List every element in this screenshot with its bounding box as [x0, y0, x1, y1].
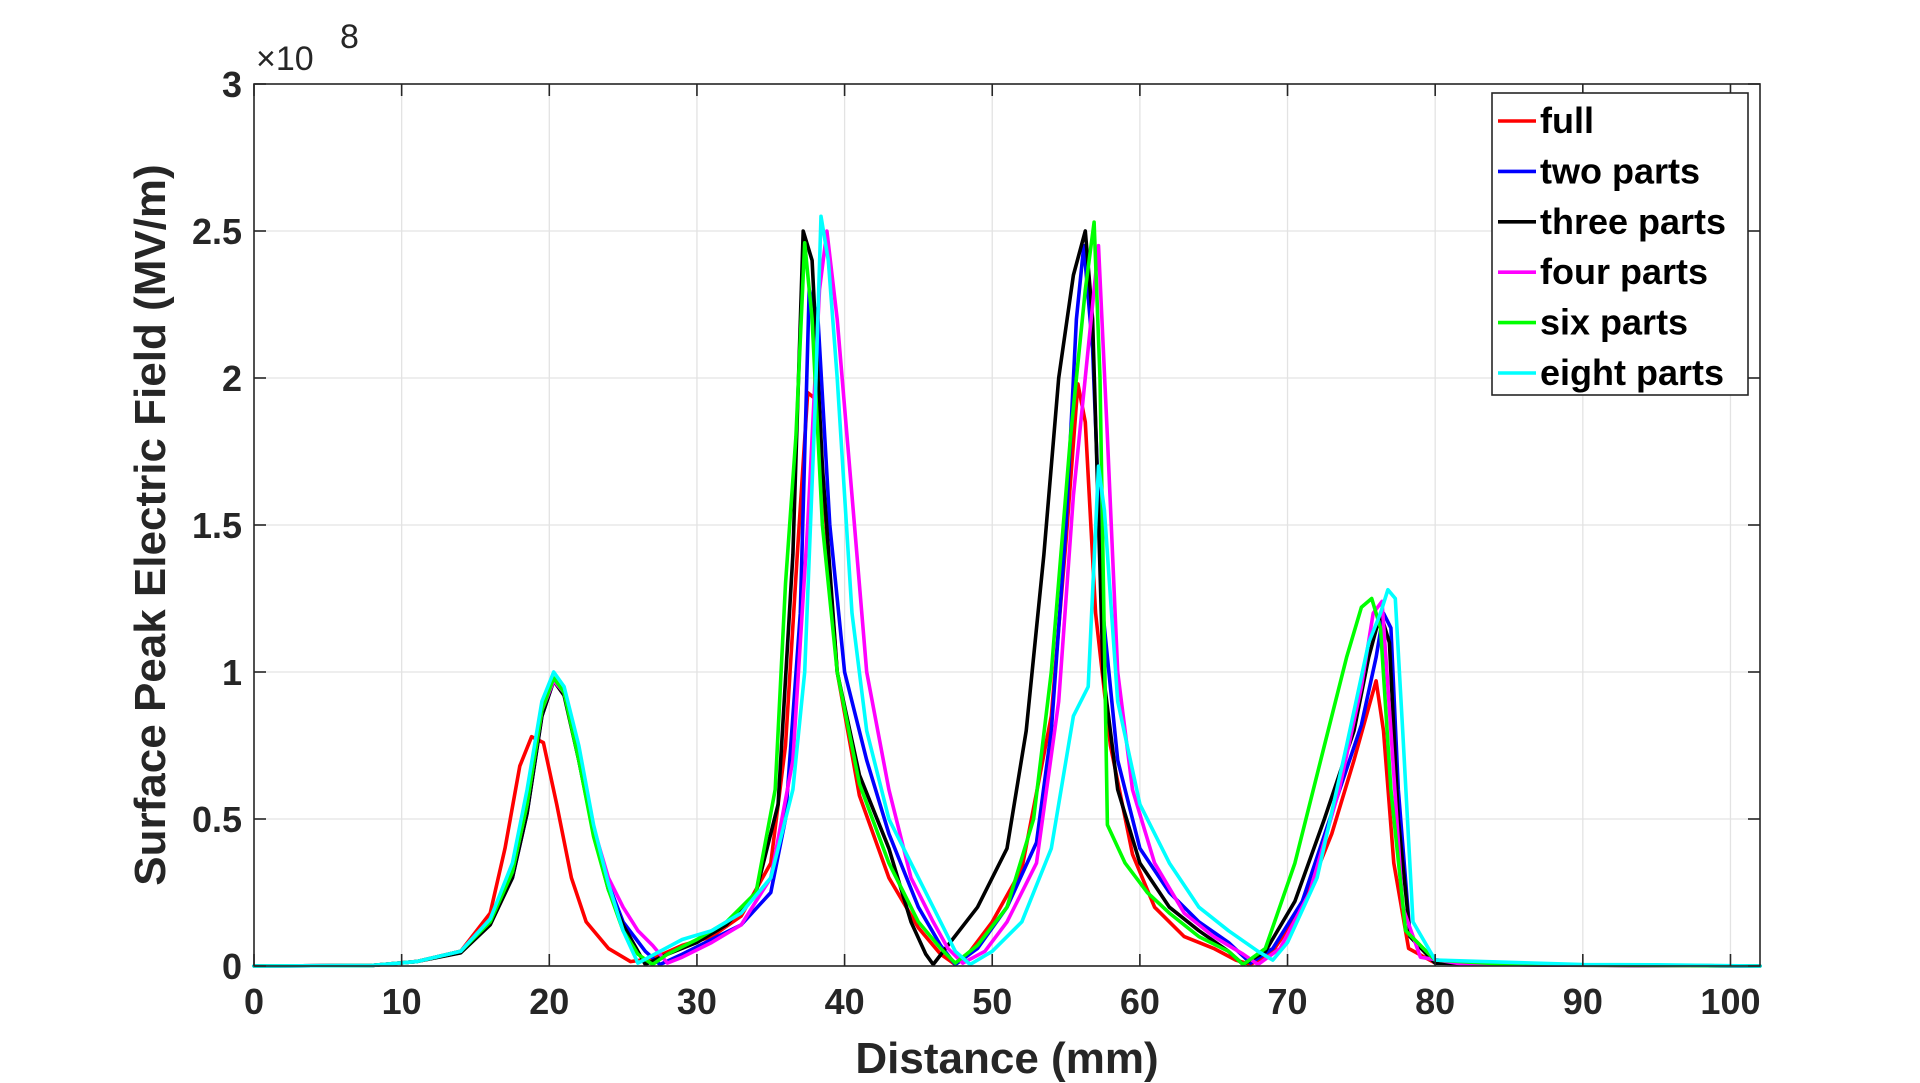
y-tick-label: 0.5: [192, 799, 242, 840]
tick-layer: 0 10 20 30 40 50 60 70 80 90 100 0 0.5 1 1.5 2 2.5 3: [192, 64, 1761, 1022]
y-tick-label: 1: [222, 652, 242, 693]
x-tick-label: 50: [972, 981, 1012, 1022]
legend-label-two-parts: two parts: [1540, 150, 1700, 191]
x-axis-label: Distance (mm): [855, 1034, 1158, 1083]
series-line-six-parts: [252, 220, 1762, 968]
legend-label-full: full: [1540, 100, 1594, 141]
legend: full two parts three parts four parts six pa…: [1491, 92, 1749, 396]
legend-box: [1491, 92, 1749, 396]
legend-label-six-parts: six parts: [1540, 302, 1688, 343]
legend-label-three-parts: three parts: [1540, 201, 1726, 242]
y-tick-label: 2.5: [192, 211, 242, 252]
series-line-eight-parts: [252, 214, 1762, 968]
x-tick-label: 90: [1563, 981, 1603, 1022]
legend-label-eight-parts: eight parts: [1540, 352, 1724, 393]
y-exponent-power: 8: [340, 18, 359, 56]
y-exponent-base: ×10: [256, 40, 314, 78]
x-tick-label: 20: [529, 981, 569, 1022]
y-tick-label: 0: [222, 946, 242, 987]
x-tick-label: 100: [1700, 981, 1760, 1022]
x-tick-label: 80: [1415, 981, 1455, 1022]
y-tick-label: 2: [222, 358, 242, 399]
series-layer: [252, 214, 1762, 968]
x-tick-label: 10: [382, 981, 422, 1022]
legend-label-four-parts: four parts: [1540, 251, 1708, 292]
x-tick-label: 70: [1268, 981, 1308, 1022]
x-tick-label: 60: [1120, 981, 1160, 1022]
x-tick-label: 30: [677, 981, 717, 1022]
y-axis-label: Surface Peak Electric Field (MV/m): [126, 164, 175, 885]
x-tick-label: 40: [825, 981, 865, 1022]
y-tick-label: 3: [222, 64, 242, 105]
x-tick-label: 0: [244, 981, 264, 1022]
y-tick-label: 1.5: [192, 505, 242, 546]
